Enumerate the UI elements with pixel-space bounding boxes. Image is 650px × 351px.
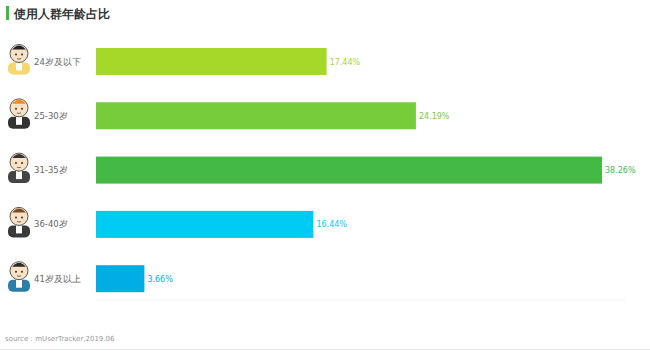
category-label: 36-40岁 xyxy=(34,219,68,229)
avatar-mouth xyxy=(17,275,21,277)
avatar-head xyxy=(10,262,28,280)
data-label: 38.26% xyxy=(605,166,636,175)
avatar-mouth xyxy=(17,167,21,169)
avatar xyxy=(8,99,30,129)
avatar-eye xyxy=(15,108,17,110)
avatar-eye xyxy=(21,271,23,273)
avatar xyxy=(8,153,30,183)
category-label: 25-30岁 xyxy=(34,111,68,121)
avatar xyxy=(8,207,30,237)
avatar xyxy=(8,45,30,75)
avatar-eye xyxy=(21,162,23,164)
avatar-collar xyxy=(16,117,22,125)
bar xyxy=(96,48,327,75)
avatar-head xyxy=(10,153,28,171)
avatar-head xyxy=(10,207,28,225)
avatar-body xyxy=(8,225,30,237)
avatar-eye xyxy=(15,162,17,164)
data-label: 3.66% xyxy=(147,275,173,284)
avatar-hair xyxy=(10,100,28,107)
avatar-eye xyxy=(15,216,17,218)
avatar-eye xyxy=(15,271,17,273)
avatar-hair xyxy=(10,208,28,215)
avatar xyxy=(8,262,30,292)
bar xyxy=(96,157,602,184)
category-label: 41岁及以上 xyxy=(34,274,81,284)
avatar-mouth xyxy=(17,221,21,223)
avatar-head xyxy=(10,45,28,63)
avatar-body xyxy=(8,63,30,75)
title: 使用人群年龄占比 xyxy=(13,7,110,21)
avatar-collar xyxy=(16,171,22,179)
avatar-collar xyxy=(16,280,22,288)
title-marker xyxy=(6,6,9,20)
avatar-mouth xyxy=(17,58,21,60)
avatar-body xyxy=(8,171,30,183)
avatar-hair xyxy=(10,154,28,161)
avatar-hair xyxy=(10,263,28,270)
avatar-eye xyxy=(21,216,23,218)
avatar-body xyxy=(8,117,30,129)
bars xyxy=(96,48,602,292)
avatar-eye xyxy=(21,54,23,56)
bar xyxy=(96,265,144,292)
avatar-hair xyxy=(10,46,28,53)
category-label: 24岁及以下 xyxy=(34,57,81,67)
avatar-head xyxy=(10,99,28,117)
bar xyxy=(96,102,416,129)
source: source：mUserTracker,2019.06 xyxy=(5,335,115,343)
avatar-body xyxy=(8,280,30,292)
avatar-collar xyxy=(16,63,22,71)
chart: 使用人群年龄占比 24岁及以下 25-30岁 31-35岁 36-40岁 41岁及以上 17… xyxy=(0,0,650,351)
category-label: 31-35岁 xyxy=(34,165,68,175)
bar xyxy=(96,211,313,238)
data-label: 24.19% xyxy=(419,112,450,121)
data-label: 17.44% xyxy=(330,58,361,67)
avatar-eye xyxy=(15,54,17,56)
avatar-eye xyxy=(21,108,23,110)
data-label: 16.44% xyxy=(316,220,347,229)
avatar-collar xyxy=(16,225,22,233)
avatar-mouth xyxy=(17,112,21,114)
x-axis-line xyxy=(96,300,625,301)
bottom-border xyxy=(0,349,650,350)
